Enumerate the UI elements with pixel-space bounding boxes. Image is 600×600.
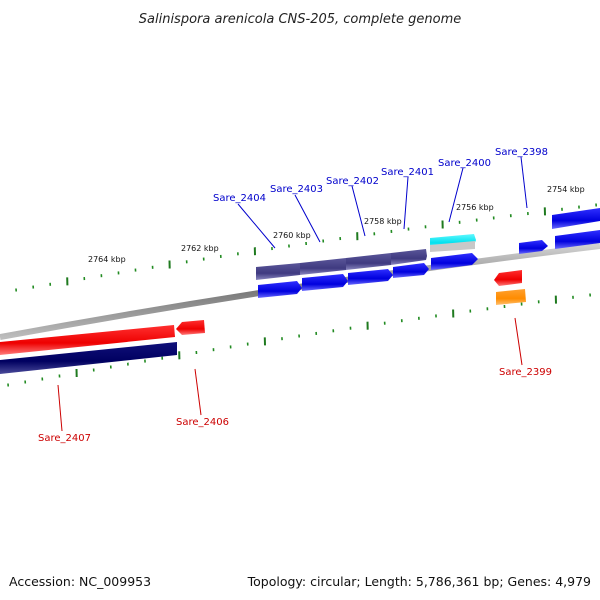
feature-arrow-6[interactable] [519, 240, 548, 254]
feature-sare-2401-outer[interactable] [391, 249, 427, 265]
feature-sare-2402-outer[interactable] [346, 253, 391, 270]
feature-sare-2407-navy[interactable] [0, 342, 177, 374]
leader-sare-2407 [57, 384, 63, 432]
feature-arrow-7[interactable] [555, 230, 600, 249]
gene-label-sare-2399[interactable]: Sare_2399 [499, 367, 552, 378]
leader-sare-2403 [294, 194, 321, 243]
gene-label-sare-2407[interactable]: Sare_2407 [38, 433, 91, 444]
leader-sare-2399 [514, 317, 523, 366]
feature-arrow-3[interactable] [348, 269, 393, 285]
gene-label-sare-2401[interactable]: Sare_2401 [381, 167, 434, 178]
feature-sare-2407-red[interactable] [0, 325, 175, 355]
feature-sare-2399-trna[interactable] [496, 289, 526, 305]
gene-label-sare-2404[interactable]: Sare_2404 [213, 193, 266, 204]
gene-label-sare-2402[interactable]: Sare_2402 [326, 176, 379, 187]
leader-sare-2398 [520, 156, 528, 209]
label-leaders [57, 156, 528, 432]
leader-sare-2404 [237, 203, 276, 249]
leader-sare-2401 [403, 176, 409, 230]
tick-ring-inner [7, 293, 591, 387]
feature-sare-2406[interactable] [176, 320, 205, 335]
gene-labels: Sare_2404 Sare_2403 Sare_2402 Sare_2401 … [38, 147, 552, 444]
leader-sare-2400 [448, 167, 464, 223]
reverse-features [0, 270, 526, 374]
tick-label-2754-kbp: 2754 kbp [547, 185, 585, 194]
tick-label-2760-kbp: 2760 kbp [273, 231, 311, 240]
gene-label-sare-2406[interactable]: Sare_2406 [176, 417, 229, 428]
feature-arrow-1[interactable] [258, 281, 302, 298]
forward-inner-features [258, 230, 600, 298]
feature-sare-2400-shadow [430, 241, 475, 252]
feature-sare-2404-outer[interactable] [256, 263, 300, 280]
feature-arrow-5[interactable] [431, 253, 478, 270]
feature-sare-2399-red[interactable] [494, 270, 522, 286]
feature-arrow-2[interactable] [302, 274, 348, 291]
tick-label-2764-kbp: 2764 kbp [88, 255, 126, 264]
tick-label-2756-kbp: 2756 kbp [456, 203, 494, 212]
gene-label-sare-2400[interactable]: Sare_2400 [438, 158, 491, 169]
map-title: Salinispora arenicola CNS-205, complete … [139, 12, 461, 27]
accession-text: Accession: NC_009953 [9, 574, 151, 589]
gene-label-sare-2403[interactable]: Sare_2403 [270, 184, 323, 195]
feature-arrow-4[interactable] [393, 263, 429, 278]
forward-outer-features [256, 208, 600, 280]
gene-label-sare-2398[interactable]: Sare_2398 [495, 147, 548, 158]
feature-sare-2398-outer[interactable] [552, 208, 600, 229]
feature-sare-2403-outer[interactable] [300, 258, 346, 275]
tick-label-2762-kbp: 2762 kbp [181, 244, 219, 253]
tick-label-2758-kbp: 2758 kbp [364, 217, 402, 226]
genome-summary-text: Topology: circular; Length: 5,786,361 bp… [247, 574, 591, 589]
leader-sare-2402 [351, 185, 366, 237]
tick-ring-outer [15, 203, 597, 292]
leader-sare-2406 [194, 368, 202, 416]
